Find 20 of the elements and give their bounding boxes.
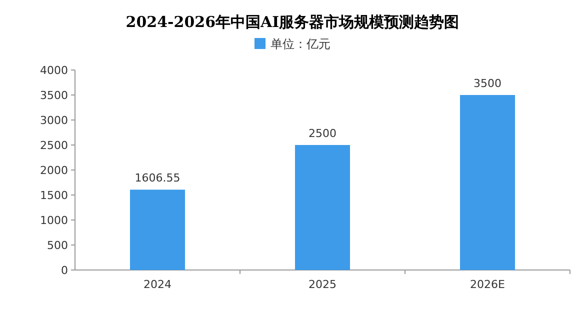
chart-title: 2024-2026年中国AI服务器市场规模预测趋势图: [126, 13, 460, 31]
y-tick-label: 1000: [40, 214, 68, 227]
y-tick-label: 500: [47, 239, 68, 252]
y-tick-label: 2000: [40, 164, 68, 177]
y-tick-label: 3500: [40, 89, 68, 102]
x-tick-label: 2024: [144, 278, 172, 291]
y-tick-label: 1500: [40, 189, 68, 202]
legend-label: 单位：亿元: [270, 37, 330, 51]
y-tick-label: 2500: [40, 139, 68, 152]
x-tick-label: 2025: [308, 278, 336, 291]
bar: [295, 145, 350, 270]
data-label: 3500: [474, 77, 502, 90]
y-tick-label: 3000: [40, 114, 68, 127]
y-tick-label: 0: [61, 264, 68, 277]
x-tick-label: 2026E: [470, 278, 506, 291]
data-label: 2500: [308, 127, 336, 140]
bar: [130, 190, 185, 270]
data-label: 1606.55: [134, 172, 180, 185]
y-tick-label: 4000: [40, 64, 68, 77]
bar: [460, 95, 515, 270]
